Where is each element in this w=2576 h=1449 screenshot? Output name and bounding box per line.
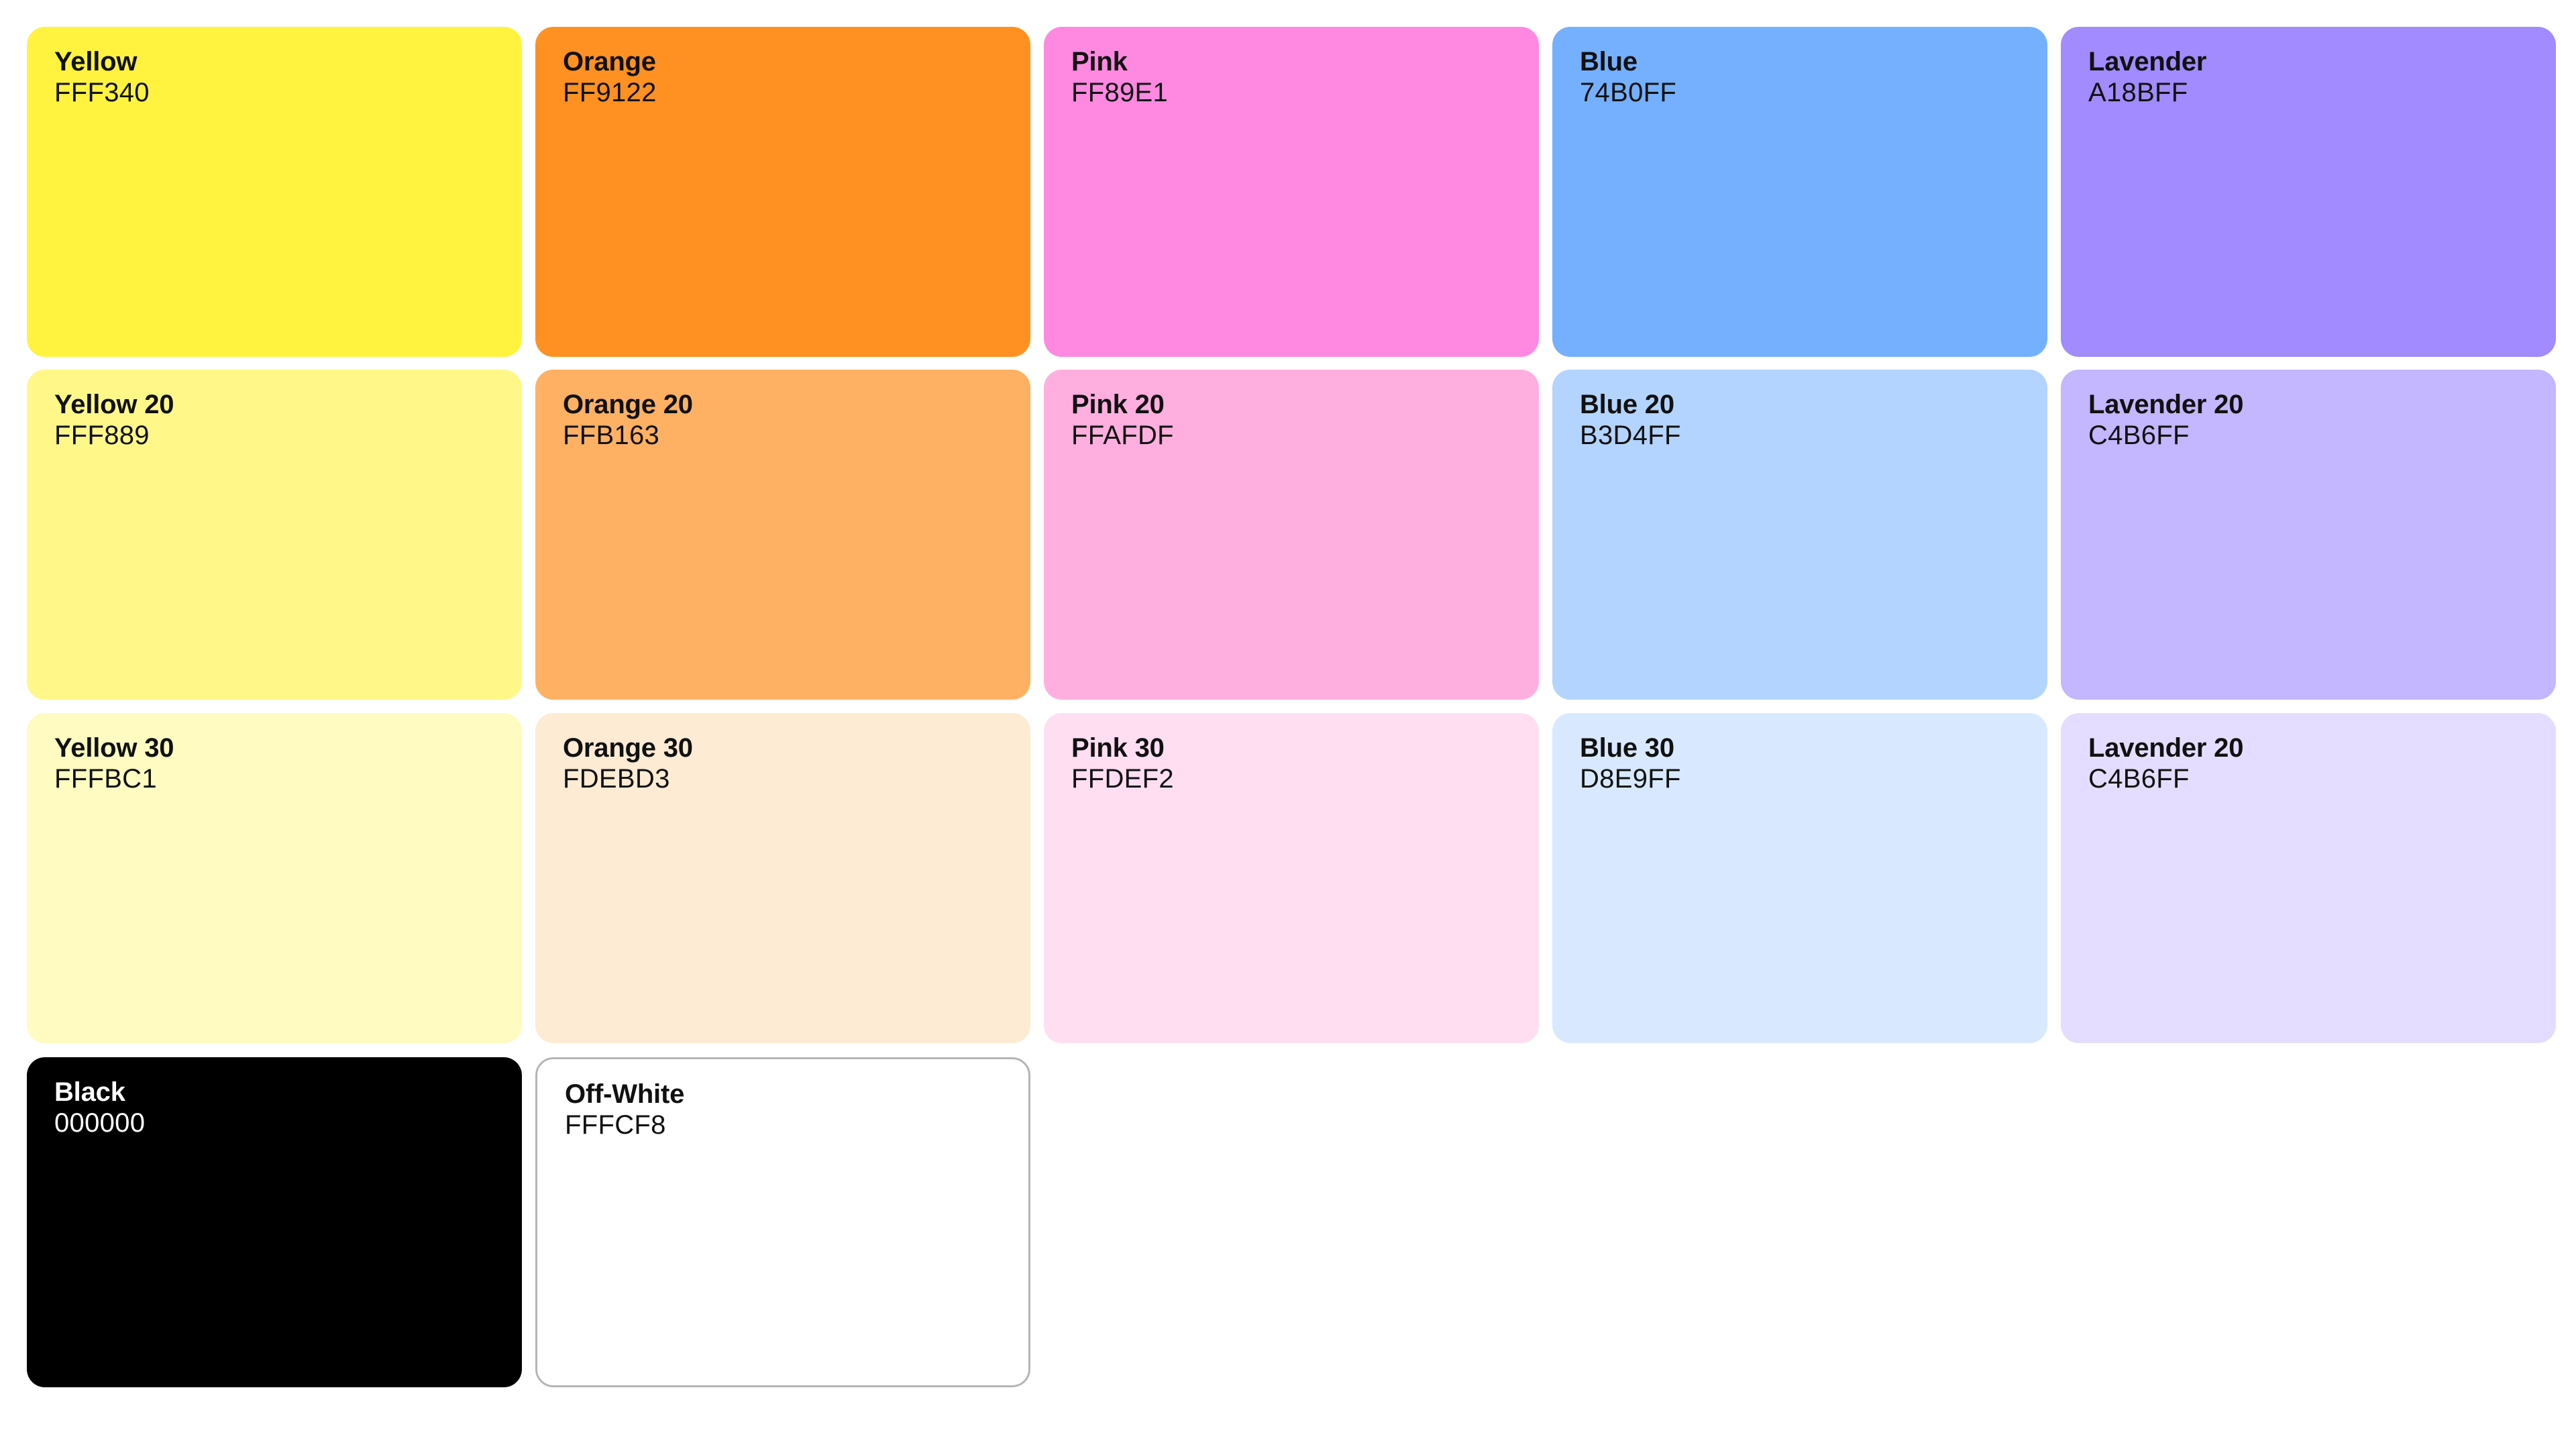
swatch-name: Blue xyxy=(1580,47,1638,76)
swatch-name: Yellow 30 xyxy=(54,733,174,763)
swatch-name: Lavender 20 xyxy=(2088,733,2244,763)
swatch-hex-code: 74B0FF xyxy=(1580,78,1677,107)
swatch-lavender-30: Lavender 20 C4B6FF xyxy=(2061,713,2556,1043)
swatch-blue: Blue 74B0FF xyxy=(1552,27,2047,357)
swatch-hex-code: B3D4FF xyxy=(1580,421,1681,450)
swatch-hex-code: FFAFDF xyxy=(1071,421,1174,450)
swatch-name: Pink 20 xyxy=(1071,390,1165,419)
swatch-orange-30: Orange 30 FDEBD3 xyxy=(535,713,1030,1043)
swatch-hex-code: C4B6FF xyxy=(2088,421,2190,450)
swatch-name: Pink 30 xyxy=(1071,733,1165,763)
swatch-name: Black xyxy=(54,1077,125,1107)
swatch-black: Black 000000 xyxy=(27,1057,522,1387)
swatch-yellow-20: Yellow 20 FFF889 xyxy=(27,370,522,700)
swatch-hex-code: FFF889 xyxy=(54,421,150,450)
swatch-yellow-30: Yellow 30 FFFBC1 xyxy=(27,713,522,1043)
swatch-name: Off-White xyxy=(565,1079,685,1109)
swatch-pink-20: Pink 20 FFAFDF xyxy=(1044,370,1539,700)
swatch-pink-30: Pink 30 FFDEF2 xyxy=(1044,713,1539,1043)
swatch-hex-code: FDEBD3 xyxy=(563,764,670,794)
swatch-hex-code: 000000 xyxy=(54,1108,146,1138)
swatch-hex-code: FF9122 xyxy=(563,78,657,107)
swatch-name: Lavender xyxy=(2088,47,2207,76)
swatch-hex-code: FFB163 xyxy=(563,421,660,450)
swatch-lavender: Lavender A18BFF xyxy=(2061,27,2556,357)
swatch-name: Blue 20 xyxy=(1580,390,1674,419)
swatch-blue-30: Blue 30 D8E9FF xyxy=(1552,713,2047,1043)
swatch-hex-code: C4B6FF xyxy=(2088,764,2190,794)
swatch-name: Orange 30 xyxy=(563,733,693,763)
swatch-name: Orange 20 xyxy=(563,390,693,419)
swatch-hex-code: FFF340 xyxy=(54,78,150,107)
swatch-name: Lavender 20 xyxy=(2088,390,2244,419)
swatch-hex-code: FF89E1 xyxy=(1071,78,1169,107)
swatch-name: Pink xyxy=(1071,47,1128,76)
swatch-orange-20: Orange 20 FFB163 xyxy=(535,370,1030,700)
swatch-blue-20: Blue 20 B3D4FF xyxy=(1552,370,2047,700)
swatch-hex-code: A18BFF xyxy=(2088,78,2188,107)
swatch-name: Orange xyxy=(563,47,656,76)
swatch-lavender-20: Lavender 20 C4B6FF xyxy=(2061,370,2556,700)
swatch-name: Yellow 20 xyxy=(54,390,174,419)
swatch-name: Yellow xyxy=(54,47,138,76)
swatch-orange: Orange FF9122 xyxy=(535,27,1030,357)
swatch-pink: Pink FF89E1 xyxy=(1044,27,1539,357)
swatch-hex-code: D8E9FF xyxy=(1580,764,1681,794)
swatch-hex-code: FFFBC1 xyxy=(54,764,157,794)
swatch-hex-code: FFDEF2 xyxy=(1071,764,1174,794)
swatch-hex-code: FFFCF8 xyxy=(565,1110,666,1140)
swatch-yellow: Yellow FFF340 xyxy=(27,27,522,357)
swatch-name: Blue 30 xyxy=(1580,733,1674,763)
swatch-off-white: Off-White FFFCF8 xyxy=(535,1057,1030,1387)
